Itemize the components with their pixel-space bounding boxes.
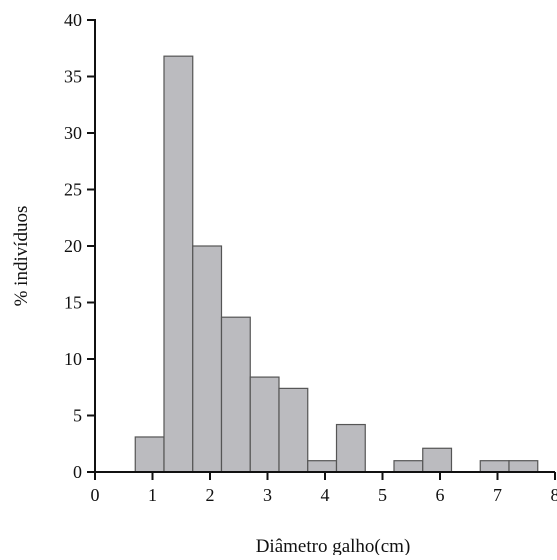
x-tick-label-4: 4 xyxy=(321,485,330,505)
y-tick-label-35: 35 xyxy=(64,67,82,87)
x-tick-label-1: 1 xyxy=(148,485,157,505)
histogram-bar-3 xyxy=(222,317,251,472)
histogram-bar-9 xyxy=(423,448,452,472)
histogram-bar-10 xyxy=(480,461,509,472)
x-axis-title: Diâmetro galho(cm) xyxy=(256,536,411,555)
y-tick-label-40: 40 xyxy=(64,10,82,30)
histogram-bar-1 xyxy=(164,56,193,472)
y-axis-title: % indivíduos xyxy=(11,206,32,307)
x-tick-label-7: 7 xyxy=(493,485,502,505)
x-tick-label-0: 0 xyxy=(91,485,100,505)
histogram-bar-4 xyxy=(250,377,279,472)
y-tick-label-30: 30 xyxy=(64,123,82,143)
y-tick-label-20: 20 xyxy=(64,236,82,256)
histogram-bar-5 xyxy=(279,388,308,472)
x-tick-label-5: 5 xyxy=(378,485,387,505)
x-tick-label-2: 2 xyxy=(206,485,215,505)
histogram-bar-0 xyxy=(135,437,164,472)
y-tick-label-0: 0 xyxy=(73,462,82,482)
x-tick-label-8: 8 xyxy=(551,485,557,505)
histogram-bar-8 xyxy=(394,461,423,472)
y-tick-label-5: 5 xyxy=(73,406,82,426)
histogram-bar-11 xyxy=(509,461,538,472)
x-tick-label-6: 6 xyxy=(436,485,445,505)
bars-layer xyxy=(135,56,538,472)
histogram-bar-6 xyxy=(308,461,337,472)
axes-layer: 0 5 10 15 20 25 30 35 40 0 1 2 3 4 5 6 7 8 xyxy=(64,10,557,505)
histogram-bar-7 xyxy=(337,425,366,472)
histogram-bar-2 xyxy=(193,246,222,472)
y-tick-label-25: 25 xyxy=(64,180,82,200)
y-tick-label-10: 10 xyxy=(64,349,82,369)
y-tick-label-15: 15 xyxy=(64,293,82,313)
x-tick-label-3: 3 xyxy=(263,485,272,505)
